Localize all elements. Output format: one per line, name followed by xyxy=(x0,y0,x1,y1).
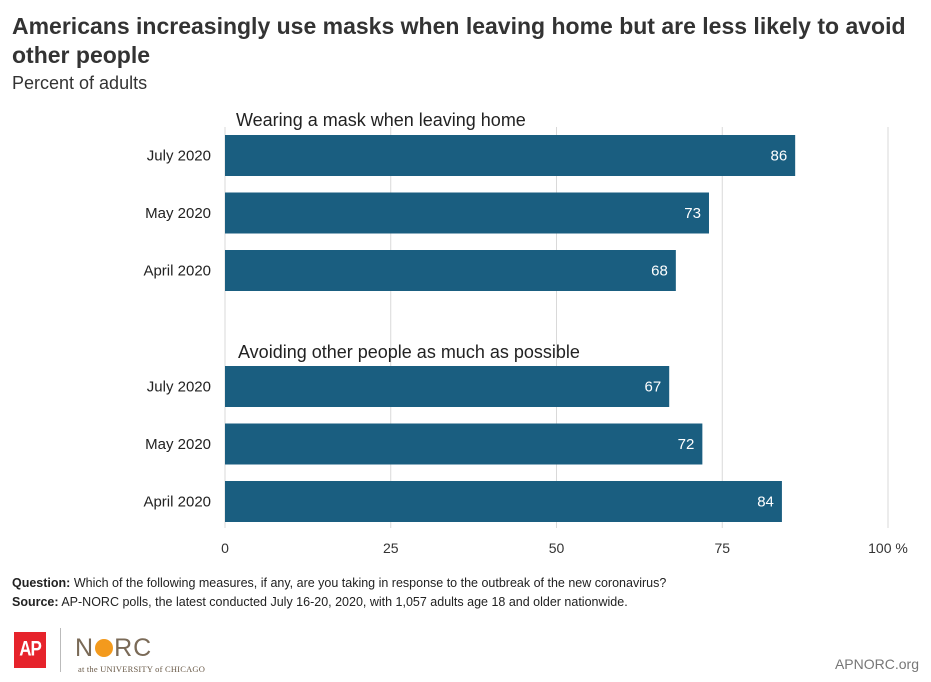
category-label: April 2020 xyxy=(143,494,211,511)
category-label: July 2020 xyxy=(147,379,211,396)
chart-title: Americans increasingly use masks when le… xyxy=(12,13,906,68)
norc-logo-subtitle: at the UNIVERSITY of CHICAGO xyxy=(78,664,206,674)
question-text: Which of the following measures, if any,… xyxy=(73,576,667,590)
bar xyxy=(225,366,670,407)
chart-subtitle: Percent of adults xyxy=(12,73,148,93)
norc-o-icon xyxy=(95,639,114,657)
bar xyxy=(225,481,782,522)
category-label: May 2020 xyxy=(145,436,211,453)
data-label: 67 xyxy=(645,379,662,396)
x-tick-label: 25 xyxy=(383,540,399,556)
source-text: AP-NORC polls, the latest conducted July… xyxy=(61,595,628,609)
bar xyxy=(225,192,709,234)
data-label: 84 xyxy=(757,494,774,511)
norc-logo: N RC xyxy=(75,634,153,662)
group-title: Wearing a mask when leaving home xyxy=(236,110,526,130)
x-tick-label: 50 xyxy=(549,540,565,556)
data-label: 72 xyxy=(678,436,695,453)
data-label: 68 xyxy=(651,263,668,280)
group-title: Avoiding other people as much as possibl… xyxy=(238,342,580,362)
x-tick-label: 75 xyxy=(714,540,730,556)
question-note: Question: Which of the following measure… xyxy=(12,574,666,593)
footnote: Question: Which of the following measure… xyxy=(12,574,666,612)
ap-logo: AP xyxy=(14,632,46,668)
bar-chart: 0 25 50 75 100 % Wearing a mask when leaving … xyxy=(143,110,908,556)
bar xyxy=(225,250,676,291)
data-label: 73 xyxy=(684,205,701,222)
source-note: Source: AP-NORC polls, the latest conduc… xyxy=(12,593,666,612)
category-label: April 2020 xyxy=(143,263,211,280)
x-tick-label: 100 % xyxy=(868,540,908,556)
data-label: 86 xyxy=(770,148,787,165)
x-tick-label: 0 xyxy=(221,540,229,556)
question-label: Question: xyxy=(12,576,71,590)
bar xyxy=(225,423,703,465)
category-label: May 2020 xyxy=(145,205,211,222)
logo-bar: AP N RC at the UNIVERSITY of CHICAGO APNO… xyxy=(0,620,931,682)
logo-divider xyxy=(60,628,61,672)
category-label: July 2020 xyxy=(147,148,211,165)
website-label: APNORC.org xyxy=(834,656,919,672)
source-label: Source: xyxy=(12,595,59,609)
bar xyxy=(225,135,796,176)
